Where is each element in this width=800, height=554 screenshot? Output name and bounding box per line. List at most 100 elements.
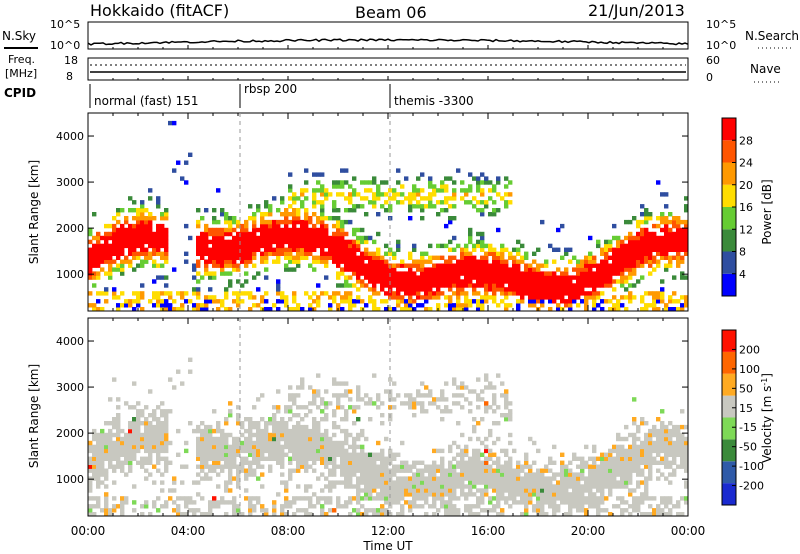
power-cell bbox=[432, 192, 437, 197]
power-cell bbox=[684, 231, 689, 237]
power-cell bbox=[616, 279, 621, 284]
power-cell bbox=[112, 259, 117, 264]
power-cell bbox=[336, 239, 341, 245]
power-cell bbox=[400, 271, 405, 276]
velocity-cell bbox=[568, 504, 573, 509]
velocity-cell bbox=[296, 484, 301, 489]
velocity-cell bbox=[312, 440, 317, 446]
velocity-cell bbox=[440, 417, 445, 422]
power-cell bbox=[612, 251, 617, 256]
power-cell bbox=[248, 239, 253, 245]
velocity-cell bbox=[212, 500, 217, 505]
velocity-cell bbox=[436, 492, 441, 497]
velocity-cell bbox=[288, 448, 293, 454]
velocity-cell bbox=[592, 448, 597, 454]
velocity-cell bbox=[232, 440, 237, 446]
velocity-cell bbox=[340, 504, 345, 509]
power-cell bbox=[396, 200, 401, 205]
velocity-cell bbox=[612, 480, 617, 485]
power-cell bbox=[588, 251, 593, 256]
velocity-cell bbox=[496, 436, 501, 442]
velocity-cell bbox=[648, 472, 653, 477]
power-cell bbox=[464, 188, 469, 193]
power-cell bbox=[496, 176, 501, 181]
velocity-cell bbox=[684, 440, 689, 446]
power-cell bbox=[596, 295, 601, 300]
velocity-cell bbox=[100, 456, 105, 461]
velocity-cell bbox=[276, 452, 281, 457]
power-cell bbox=[96, 251, 101, 256]
power-cell bbox=[364, 180, 369, 185]
power-cell bbox=[252, 227, 257, 233]
power-cell bbox=[496, 267, 501, 272]
velocity-cell bbox=[560, 468, 565, 473]
velocity-cell bbox=[612, 484, 617, 489]
power-cell bbox=[468, 200, 473, 205]
power-cell bbox=[368, 200, 373, 205]
power-cell bbox=[384, 243, 389, 249]
power-cell bbox=[660, 239, 665, 245]
power-cell bbox=[220, 227, 225, 233]
power-cell bbox=[460, 267, 465, 272]
power-cell bbox=[516, 287, 521, 292]
velocity-cell bbox=[364, 484, 369, 489]
velocity-cell bbox=[260, 452, 265, 457]
velocity-cell bbox=[288, 460, 293, 465]
velocity-cell bbox=[492, 508, 497, 513]
velocity-cell bbox=[472, 456, 477, 461]
power-cell bbox=[660, 192, 665, 197]
velocity-cell bbox=[364, 456, 369, 461]
power-cell bbox=[576, 303, 581, 308]
velocity-cell bbox=[276, 448, 281, 454]
velocity-cell bbox=[280, 504, 285, 509]
power-cell bbox=[532, 283, 537, 288]
power-cell bbox=[648, 255, 653, 260]
power-cell bbox=[200, 251, 205, 256]
velocity-cell bbox=[448, 468, 453, 473]
power-cell bbox=[620, 247, 625, 252]
power-cell bbox=[264, 247, 269, 252]
power-cell bbox=[504, 303, 509, 308]
power-cell bbox=[464, 275, 469, 280]
velocity-cell bbox=[400, 504, 405, 509]
power-cell bbox=[136, 251, 141, 256]
power-cell bbox=[560, 287, 565, 292]
x-tick-label: 00:00 bbox=[671, 524, 706, 538]
power-cell bbox=[608, 271, 613, 276]
velocity-cell bbox=[524, 452, 529, 457]
power-cell bbox=[292, 216, 297, 221]
power-cell bbox=[592, 291, 597, 296]
velocity-cell bbox=[132, 405, 137, 410]
power-cell bbox=[196, 259, 201, 264]
velocity-cell bbox=[252, 452, 257, 457]
power-cell bbox=[140, 283, 145, 288]
power-cell bbox=[220, 251, 225, 256]
power-cell bbox=[256, 243, 261, 249]
velocity-cell bbox=[104, 500, 109, 505]
velocity-cell bbox=[356, 444, 361, 450]
power-cell bbox=[280, 196, 285, 201]
power-cell bbox=[680, 239, 685, 245]
power-cell bbox=[348, 200, 353, 205]
velocity-cell bbox=[556, 508, 561, 513]
velocity-cell bbox=[380, 460, 385, 465]
power-cell bbox=[684, 243, 689, 249]
power-cell bbox=[680, 303, 685, 308]
power-cell bbox=[244, 239, 249, 245]
power-cell bbox=[480, 188, 485, 193]
power-cell bbox=[520, 255, 525, 260]
velocity-cell bbox=[104, 421, 109, 426]
velocity-cell bbox=[540, 488, 545, 493]
power-cell bbox=[240, 255, 245, 260]
velocity-cell bbox=[372, 464, 377, 469]
velocity-cell bbox=[524, 496, 529, 501]
velocity-cell bbox=[136, 432, 141, 438]
power-cell bbox=[496, 275, 501, 280]
power-cell bbox=[228, 307, 233, 312]
power-cell bbox=[100, 267, 105, 272]
velocity-cell bbox=[192, 480, 197, 485]
velocity-cell bbox=[564, 484, 569, 489]
velocity-cell bbox=[272, 421, 277, 426]
colorbar-tick-label: -100 bbox=[739, 460, 764, 473]
velocity-cell bbox=[648, 464, 653, 469]
